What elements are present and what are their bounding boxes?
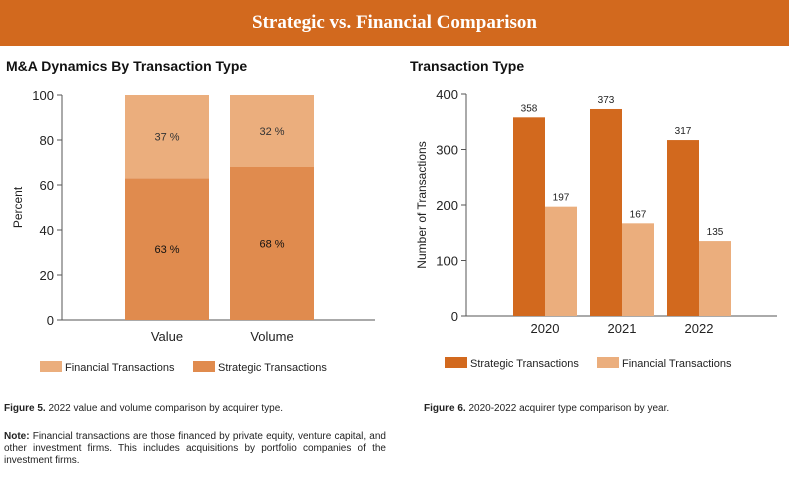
x-tick-label: 2022 — [685, 321, 714, 336]
bar-financial — [545, 206, 577, 316]
legend-label: Strategic Transactions — [218, 362, 327, 374]
right-chart-title: Transaction Type — [410, 58, 525, 74]
y-tick-label: 100 — [436, 254, 458, 269]
x-tick-label: Volume — [250, 329, 293, 344]
figure-6-caption: Figure 6. 2020-2022 acquirer type compar… — [424, 403, 669, 415]
data-label-financial: 37 % — [154, 132, 179, 144]
stacked-bar-chart: 0 20 40 60 80 100 Percent 63 % 37 % Value 68 % 32 %… — [11, 88, 375, 374]
left-chart-title: M&A Dynamics By Transaction Type — [6, 58, 248, 74]
legend-label: Financial Transactions — [622, 358, 732, 370]
data-label-financial: 32 % — [259, 126, 284, 138]
bar-financial — [699, 241, 731, 316]
y-tick-label: 20 — [40, 268, 54, 283]
y-tick-label: 60 — [40, 178, 54, 193]
figure-5-label: Figure 5. — [4, 403, 46, 414]
bar-strategic — [230, 167, 314, 320]
y-tick-label: 100 — [32, 88, 54, 103]
bar-strategic — [125, 178, 209, 320]
legend-label: Strategic Transactions — [470, 358, 579, 370]
data-label-strategic: 358 — [521, 103, 538, 114]
data-label-strategic: 63 % — [154, 244, 179, 256]
legend-swatch — [193, 361, 215, 372]
y-tick-label: 40 — [40, 223, 54, 238]
data-label-strategic: 68 % — [259, 239, 284, 251]
data-label-strategic: 373 — [598, 95, 615, 106]
x-tick-label: 2020 — [531, 321, 560, 336]
legend-label: Financial Transactions — [65, 362, 175, 374]
bar-financial — [230, 95, 314, 167]
legend-swatch — [445, 357, 467, 368]
figure-6-text: 2020-2022 acquirer type comparison by ye… — [465, 403, 670, 414]
y-tick-label: 200 — [436, 198, 458, 213]
note-label: Note: — [4, 431, 30, 442]
data-label-financial: 197 — [553, 193, 570, 204]
page-banner: Strategic vs. Financial Comparison — [0, 0, 789, 46]
y-axis-label: Number of Transactions — [415, 141, 429, 268]
figure-6-label: Figure 6. — [424, 403, 466, 414]
data-label-financial: 135 — [707, 227, 724, 238]
legend-swatch — [597, 357, 619, 368]
figure-5-text: 2022 value and volume comparison by acqu… — [45, 403, 284, 414]
bar-strategic — [513, 117, 545, 316]
note-paragraph: Note: Financial transactions are those f… — [4, 431, 386, 467]
note-text: Financial transactions are those finance… — [4, 431, 386, 466]
y-tick-label: 80 — [40, 133, 54, 148]
y-tick-label: 0 — [47, 313, 54, 328]
bar-strategic — [590, 108, 622, 316]
y-axis-label: Percent — [11, 186, 25, 228]
legend-swatch — [40, 361, 62, 372]
y-tick-label: 0 — [451, 309, 458, 324]
x-tick-label: 2021 — [608, 321, 637, 336]
bar-financial — [622, 223, 654, 316]
figure-5-caption: Figure 5. 2022 value and volume comparis… — [4, 403, 283, 415]
y-tick-label: 300 — [436, 143, 458, 158]
bar-financial — [125, 95, 209, 179]
y-tick-label: 400 — [436, 87, 458, 102]
data-label-strategic: 317 — [675, 126, 692, 137]
grouped-bar-chart: 0 100 200 300 400 Number of Transactions 358 19… — [415, 87, 777, 370]
page-title: Strategic vs. Financial Comparison — [252, 12, 537, 33]
x-tick-label: Value — [151, 329, 183, 344]
bar-strategic — [667, 140, 699, 316]
data-label-financial: 167 — [630, 209, 647, 220]
